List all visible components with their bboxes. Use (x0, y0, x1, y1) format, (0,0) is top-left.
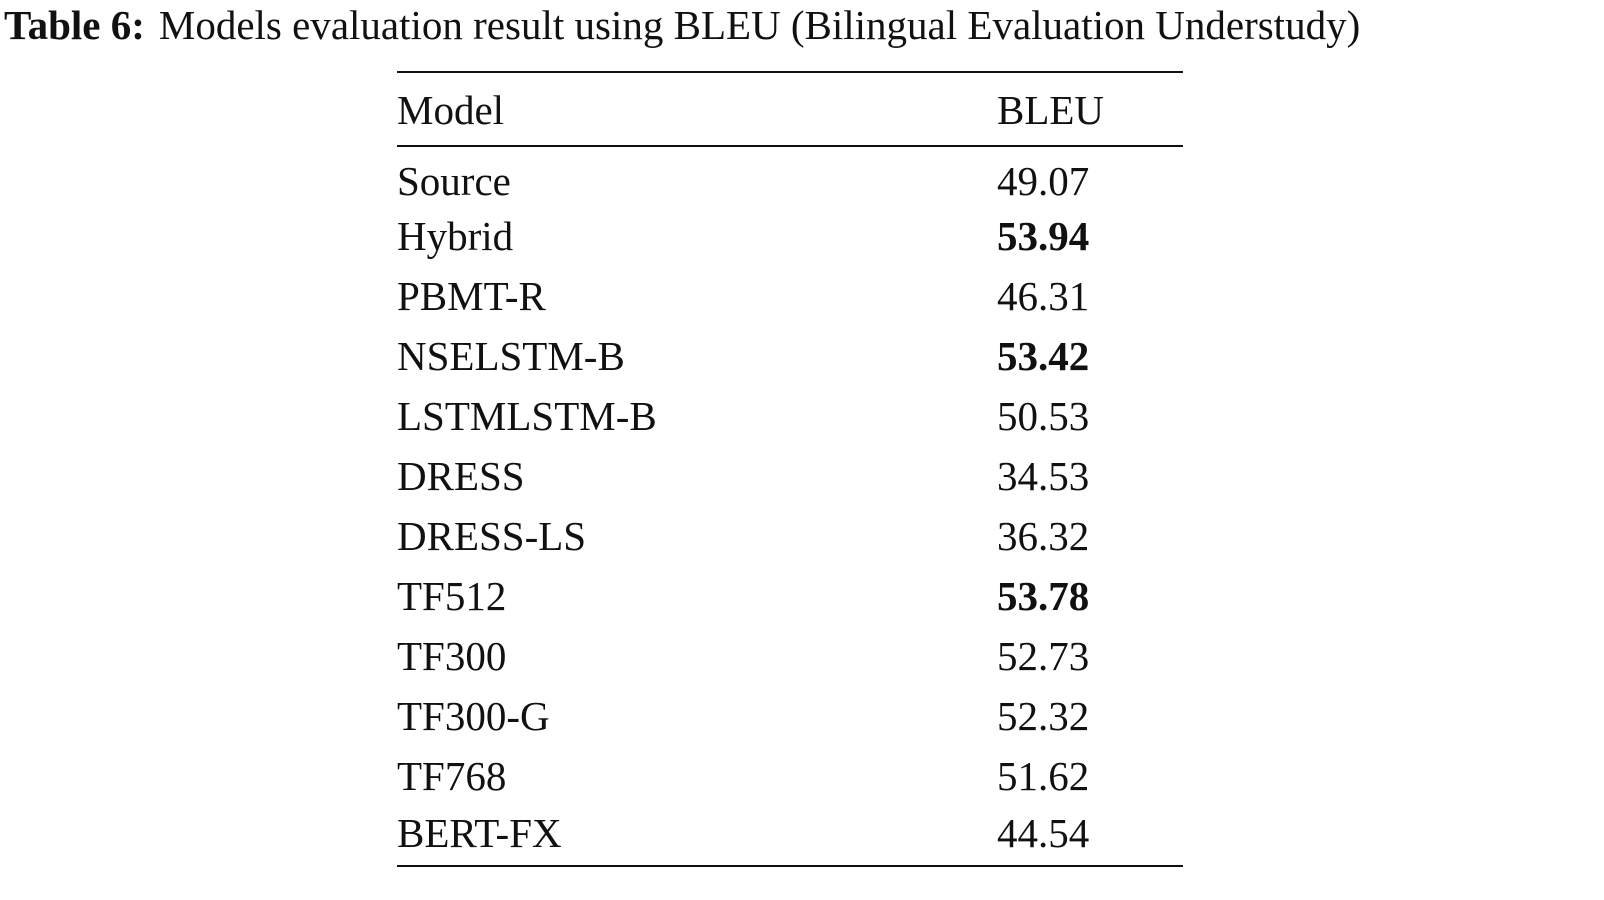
bleu-score-cell: 53.42 (997, 333, 1090, 379)
bleu-score-cell: 50.53 (997, 393, 1090, 439)
model-name-cell: Source (397, 157, 511, 204)
table-row: PBMT-R 46.31 (397, 266, 1183, 326)
bleu-score-cell: 34.53 (997, 453, 1090, 499)
table-header: Model BLEU (397, 71, 1183, 147)
table-row: Hybrid 53.94 (397, 206, 1183, 266)
bleu-score-cell: 53.78 (997, 573, 1090, 619)
model-name-cell: DRESS-LS (397, 513, 587, 559)
column-header-model: Model (397, 71, 997, 147)
table-row: NSELSTM-B 53.42 (397, 326, 1183, 386)
table-row: BERT-FX 44.54 (397, 806, 1183, 867)
model-name-cell: TF300-G (397, 693, 550, 739)
model-name-cell: PBMT-R (397, 273, 546, 319)
model-name-cell: LSTMLSTM-B (397, 393, 657, 439)
table-row: LSTMLSTM-B 50.53 (397, 386, 1183, 446)
table-row: DRESS-LS 36.32 (397, 506, 1183, 566)
table-row: Source 49.07 (397, 146, 1183, 206)
bleu-score-cell: 52.32 (997, 693, 1090, 739)
table-row: TF300-G 52.32 (397, 686, 1183, 746)
model-name-cell: Hybrid (397, 213, 514, 259)
model-name-cell: TF512 (397, 573, 507, 619)
bleu-score-cell: 36.32 (997, 513, 1090, 559)
table-row: TF512 53.78 (397, 566, 1183, 626)
bleu-score-cell: 51.62 (997, 753, 1090, 799)
bleu-score-cell: 44.54 (997, 806, 1183, 867)
model-name-cell: BERT-FX (397, 806, 997, 867)
caption-label: Table 6: (4, 2, 145, 48)
bleu-score-cell: 52.73 (997, 633, 1090, 679)
bleu-score-cell: 46.31 (997, 273, 1090, 319)
caption-text: Models evaluation result using BLEU (Bil… (158, 2, 1361, 48)
bleu-score-cell: 49.07 (997, 157, 1090, 204)
model-name-cell: TF768 (397, 753, 507, 799)
table-body: Source 49.07 Hybrid 53.94 PBMT-R 46.31 NSELSTM… (397, 146, 1183, 867)
bleu-score-cell: 53.94 (997, 213, 1090, 259)
model-name-cell: TF300 (397, 633, 507, 679)
results-table: Model BLEU Source 49.07 Hybrid 53.94 PBMT-R 4… (397, 71, 1183, 867)
table-row: TF300 52.73 (397, 626, 1183, 686)
model-name-cell: NSELSTM-B (397, 333, 625, 379)
model-name-cell: DRESS (397, 453, 525, 499)
table-row: TF768 51.62 (397, 746, 1183, 806)
table-caption: Table 6: Models evaluation result using B… (4, 2, 1602, 48)
column-header-bleu: BLEU (997, 71, 1183, 147)
header-row: Model BLEU (397, 71, 1183, 147)
table-row: DRESS 34.53 (397, 446, 1183, 506)
